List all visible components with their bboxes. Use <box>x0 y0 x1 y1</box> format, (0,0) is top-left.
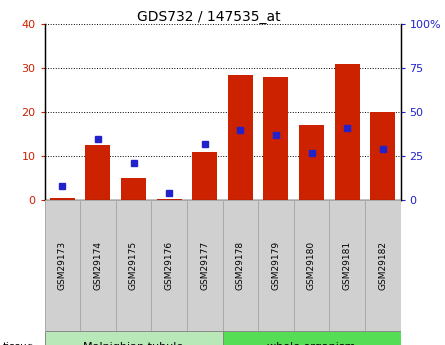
Text: GSM29177: GSM29177 <box>200 241 209 290</box>
Bar <box>157 199 182 200</box>
Text: GSM29174: GSM29174 <box>93 241 102 290</box>
Bar <box>121 178 146 200</box>
Bar <box>335 64 360 200</box>
Bar <box>370 112 395 200</box>
Bar <box>192 152 217 200</box>
Bar <box>187 200 222 331</box>
Text: GSM29176: GSM29176 <box>165 241 174 290</box>
Text: tissue: tissue <box>2 342 33 345</box>
Bar <box>151 200 187 331</box>
Bar <box>116 200 151 331</box>
Bar <box>365 200 400 331</box>
Bar <box>294 200 329 331</box>
Text: GDS732 / 147535_at: GDS732 / 147535_at <box>138 10 281 24</box>
Bar <box>44 200 80 331</box>
Bar <box>222 331 400 345</box>
Bar <box>228 75 253 200</box>
Bar <box>329 200 365 331</box>
Bar <box>50 198 75 200</box>
Text: GSM29181: GSM29181 <box>343 241 352 290</box>
Bar <box>299 125 324 200</box>
Text: GSM29179: GSM29179 <box>271 241 280 290</box>
Bar <box>85 145 110 200</box>
Bar <box>258 200 294 331</box>
Bar <box>44 331 222 345</box>
Text: GSM29173: GSM29173 <box>58 241 67 290</box>
Bar <box>222 200 258 331</box>
Text: GSM29182: GSM29182 <box>378 241 387 290</box>
Text: GSM29178: GSM29178 <box>236 241 245 290</box>
Text: whole organism: whole organism <box>267 342 356 345</box>
Bar <box>263 77 288 200</box>
Text: ▶: ▶ <box>30 342 37 345</box>
Text: GSM29175: GSM29175 <box>129 241 138 290</box>
Text: GSM29180: GSM29180 <box>307 241 316 290</box>
Text: Malpighian tubule: Malpighian tubule <box>83 342 184 345</box>
Bar <box>80 200 116 331</box>
